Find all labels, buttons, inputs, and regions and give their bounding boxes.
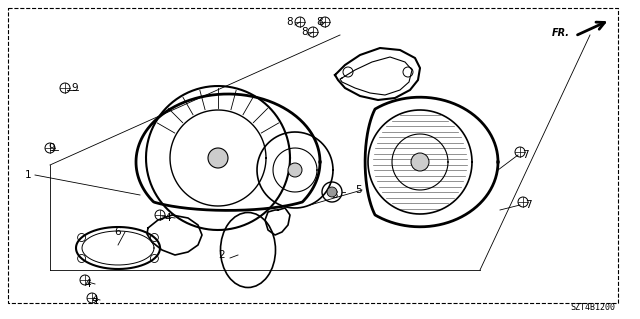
Circle shape xyxy=(208,148,228,168)
Text: 4: 4 xyxy=(164,213,172,223)
Text: 8: 8 xyxy=(301,27,308,37)
Circle shape xyxy=(327,187,337,197)
Text: 3: 3 xyxy=(331,190,337,200)
Text: 5: 5 xyxy=(355,185,362,195)
Text: FR.: FR. xyxy=(552,28,570,38)
Text: 7: 7 xyxy=(522,150,528,160)
Text: 2: 2 xyxy=(219,250,225,260)
Circle shape xyxy=(411,153,429,171)
Text: 8: 8 xyxy=(287,17,293,27)
Text: 1: 1 xyxy=(25,170,31,180)
Text: 6: 6 xyxy=(115,227,122,237)
Circle shape xyxy=(288,163,302,177)
Text: 8: 8 xyxy=(317,17,323,27)
Text: 4: 4 xyxy=(92,295,99,305)
Text: 9: 9 xyxy=(72,83,78,93)
Text: SZT4B1200: SZT4B1200 xyxy=(570,303,615,313)
Text: 4: 4 xyxy=(84,279,92,289)
Text: 9: 9 xyxy=(49,143,55,153)
Text: 7: 7 xyxy=(525,200,531,210)
